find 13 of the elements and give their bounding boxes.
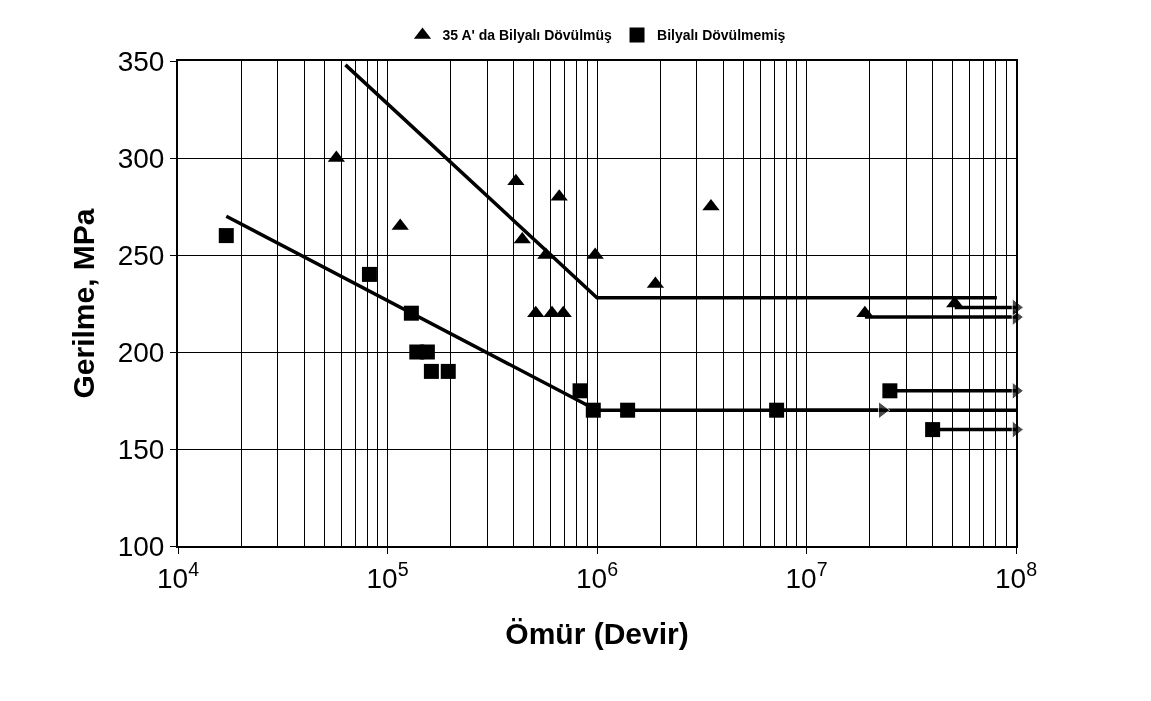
- legend-label: 35 A' da Bilyalı Dövülmüş: [442, 27, 613, 44]
- x-tick-label: 10$^{6}$: [575, 557, 619, 594]
- x-tick-label: 10$^{8}$: [994, 557, 1038, 594]
- y-tick-label: 300: [117, 142, 165, 174]
- x-axis-title: Ömür (Devir): [505, 616, 689, 650]
- y-axis-title: Gerilme, MPa: [67, 208, 101, 399]
- x-tick-label: 10$^{5}$: [366, 557, 409, 594]
- y-tick-label: 350: [117, 45, 165, 77]
- y-tick-label: 250: [117, 239, 165, 271]
- y-tick-label: 150: [117, 433, 165, 465]
- y-tick-label: 200: [117, 336, 165, 368]
- x-tick-label: 10$^{7}$: [785, 557, 828, 594]
- legend-label: Bilyalı Dövülmemiş: [657, 27, 786, 44]
